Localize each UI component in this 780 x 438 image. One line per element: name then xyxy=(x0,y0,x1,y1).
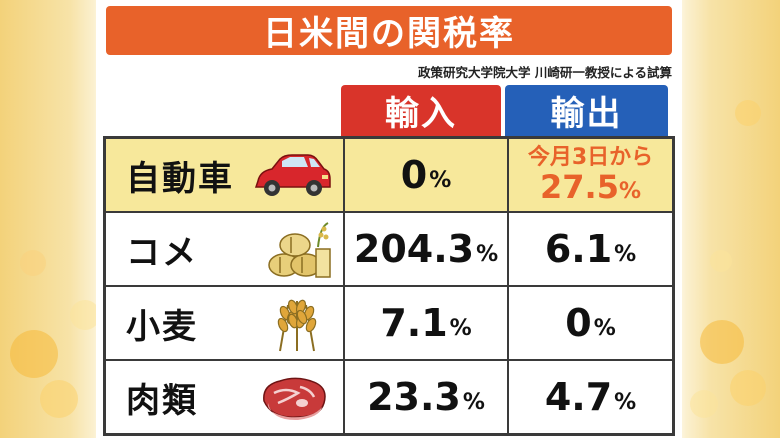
background-bokeh xyxy=(70,300,100,330)
import-column-header: 輸入 xyxy=(341,85,501,136)
background-bokeh xyxy=(735,100,761,126)
import-rate: 0 xyxy=(400,153,428,197)
percent-sign: % xyxy=(462,389,485,415)
percent-sign: % xyxy=(593,315,616,341)
meat-icon xyxy=(263,377,326,421)
percent-sign: % xyxy=(476,241,499,267)
percent-sign: % xyxy=(429,167,452,193)
export-rate-cell: 今月3日から 27.5% xyxy=(507,139,672,211)
wheat-icon xyxy=(277,299,317,352)
car-icon xyxy=(254,154,331,196)
row-label: 小麦 xyxy=(126,306,198,347)
row-label: 肉類 xyxy=(126,380,198,421)
import-rate: 7.1 xyxy=(380,301,448,345)
import-rate-cell: 204.3% xyxy=(343,213,507,285)
row-label-cell: 小麦 xyxy=(106,287,343,359)
export-rate: 4.7 xyxy=(544,375,613,419)
export-rate: 0 xyxy=(565,301,592,345)
table-row-car: 自動車 0% 今月3日から 27.5% xyxy=(106,139,672,211)
export-rate-cell: 0% xyxy=(507,287,672,359)
tariff-table: 自動車 0% 今月3日から 27.5% コメ xyxy=(103,136,675,436)
table-row-meat: 肉類 23.3% 4.7% xyxy=(106,359,672,433)
effective-date-note: 今月3日から xyxy=(527,145,654,170)
background-bokeh xyxy=(40,380,78,418)
import-rate: 204.3 xyxy=(353,227,475,271)
row-label: 自動車 xyxy=(126,158,234,199)
export-column-header: 輸出 xyxy=(505,85,668,136)
export-rate-note: 今月3日から 27.5% xyxy=(527,145,654,204)
source-credit: 政策研究大学院大学 川崎研一教授による試算 xyxy=(418,65,672,80)
background-bokeh xyxy=(710,250,732,272)
import-rate-cell: 23.3% xyxy=(343,361,507,433)
import-rate-cell: 0% xyxy=(343,139,507,211)
export-rate-cell: 4.7% xyxy=(507,361,672,433)
import-rate: 23.3 xyxy=(367,375,461,419)
rice-bales-icon xyxy=(268,222,331,278)
background-bokeh xyxy=(730,370,766,406)
row-label: コメ xyxy=(126,232,198,273)
background-bokeh xyxy=(10,330,58,378)
page-title: 日米間の関税率 xyxy=(106,6,672,55)
background-bokeh xyxy=(690,390,718,418)
row-label-cell: 肉類 xyxy=(106,361,343,433)
background-bokeh xyxy=(20,250,46,276)
percent-sign: % xyxy=(618,179,641,204)
export-rate: 27.5 xyxy=(540,168,619,206)
table-row-wheat: 小麦 7.1% xyxy=(106,285,672,359)
row-label-cell: コメ xyxy=(106,213,343,285)
background-bokeh xyxy=(700,320,744,364)
export-rate-cell: 6.1% xyxy=(507,213,672,285)
import-rate-cell: 7.1% xyxy=(343,287,507,359)
percent-sign: % xyxy=(449,315,472,341)
content-panel xyxy=(96,0,682,438)
export-rate: 6.1 xyxy=(544,227,613,271)
table-row-rice: コメ 204.3% 6.1% xyxy=(106,211,672,285)
percent-sign: % xyxy=(614,389,637,415)
percent-sign: % xyxy=(614,241,637,267)
export-rate-highlight: 27.5% xyxy=(540,171,641,203)
row-label-cell: 自動車 xyxy=(106,139,343,211)
